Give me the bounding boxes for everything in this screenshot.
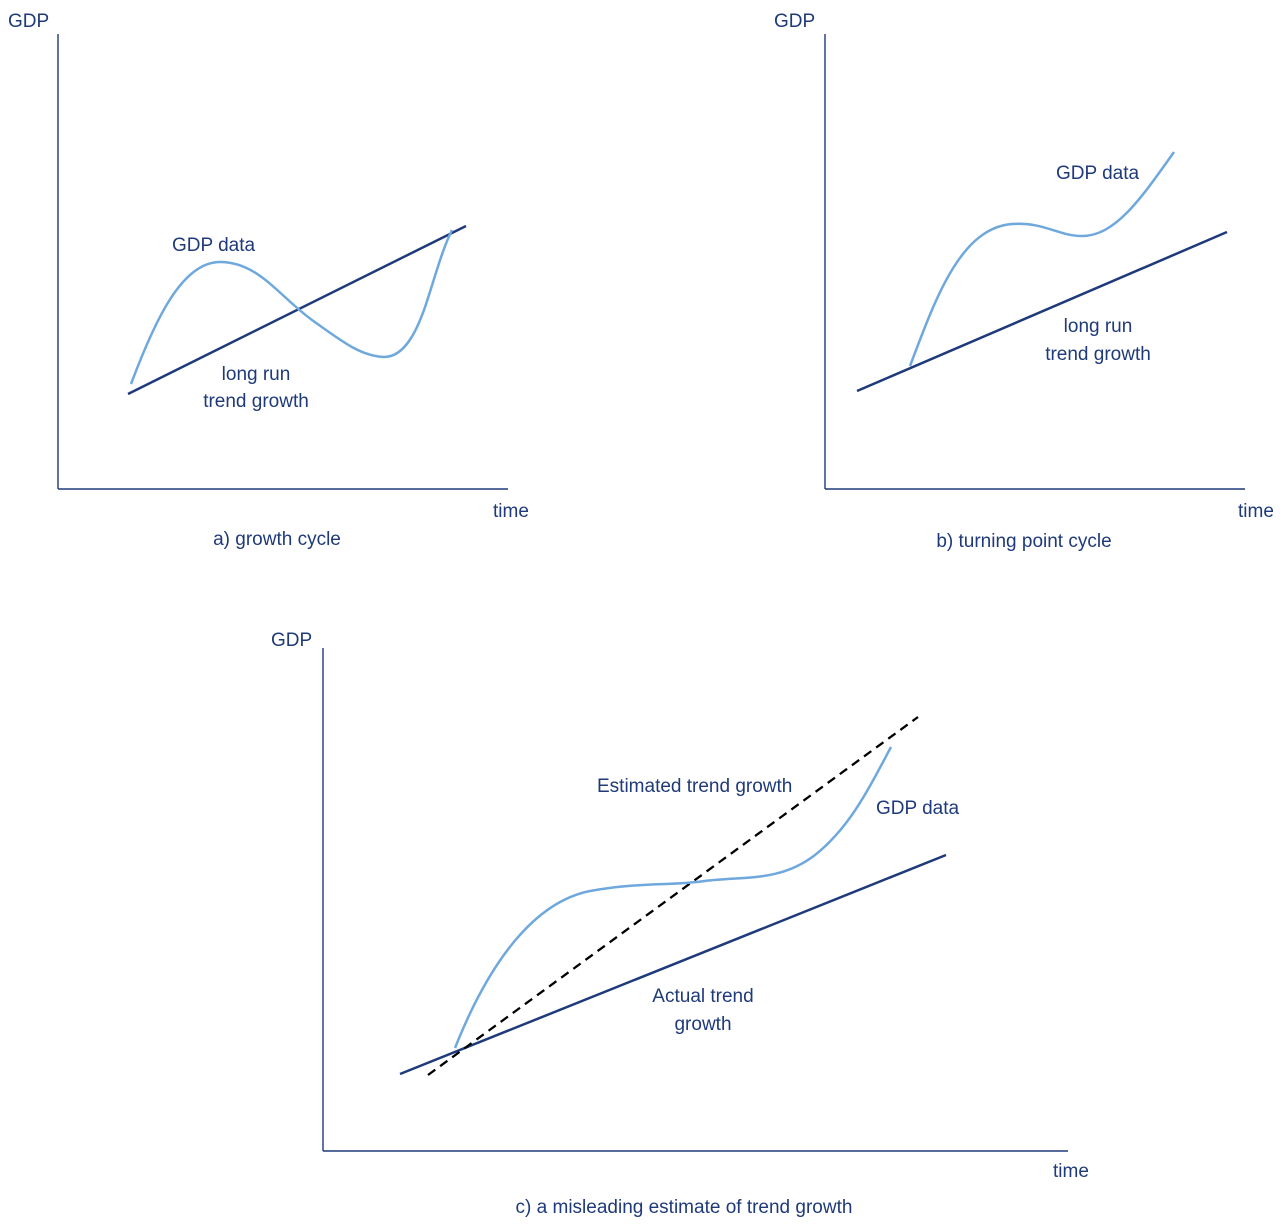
actual-trend-line bbox=[399, 853, 947, 1076]
trend-label-line2: trend growth bbox=[203, 391, 309, 412]
estimated-trend-line bbox=[427, 716, 919, 1076]
actual-trend-label-line2: growth bbox=[674, 1014, 731, 1035]
x-axis-label: time bbox=[493, 501, 529, 522]
trend-line bbox=[127, 224, 467, 396]
panel-growth-cycle: GDP time GDP data long run trend growth … bbox=[8, 11, 529, 550]
trend-label-line1: long run bbox=[222, 364, 291, 385]
gdp-data-label: GDP data bbox=[1056, 163, 1140, 184]
trend-line bbox=[856, 230, 1228, 393]
gdp-data-curve bbox=[129, 229, 454, 385]
panel-caption: a) growth cycle bbox=[213, 529, 341, 550]
panel-misleading-estimate: GDP time Estimated trend growth GDP data… bbox=[271, 630, 1089, 1218]
gdp-data-curve bbox=[908, 151, 1176, 367]
y-axis-label: GDP bbox=[271, 630, 312, 651]
trend-label-line1: long run bbox=[1064, 316, 1133, 337]
panel-turning-point-cycle: GDP time GDP data long run trend growth … bbox=[774, 11, 1274, 552]
panel-caption: c) a misleading estimate of trend growth bbox=[516, 1197, 853, 1218]
actual-trend-label-line1: Actual trend bbox=[652, 986, 753, 1007]
gdp-data-label: GDP data bbox=[876, 798, 960, 819]
y-axis-label: GDP bbox=[8, 11, 49, 32]
x-axis-label: time bbox=[1238, 501, 1274, 522]
panel-caption: b) turning point cycle bbox=[936, 531, 1111, 552]
estimated-trend-label: Estimated trend growth bbox=[597, 776, 792, 797]
y-axis-label: GDP bbox=[774, 11, 815, 32]
x-axis-label: time bbox=[1053, 1161, 1089, 1182]
gdp-data-curve bbox=[453, 746, 893, 1049]
trend-label-line2: trend growth bbox=[1045, 344, 1151, 365]
gdp-data-label: GDP data bbox=[172, 235, 256, 256]
